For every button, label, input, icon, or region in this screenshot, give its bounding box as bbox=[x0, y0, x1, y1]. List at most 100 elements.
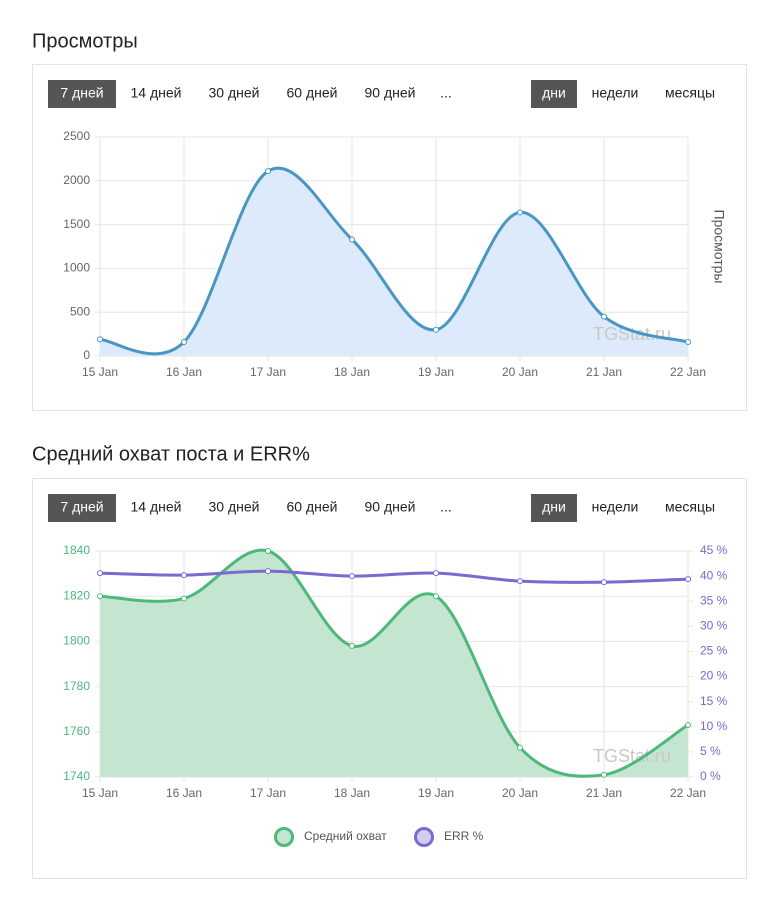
y-tick-label: 500 bbox=[70, 304, 90, 318]
point bbox=[265, 168, 271, 175]
y2-tick-label: 15 % bbox=[700, 694, 728, 708]
line bbox=[99, 548, 689, 778]
x-tick-label: 21 Jan bbox=[586, 786, 622, 800]
period-tab-active-bg bbox=[48, 80, 116, 108]
point bbox=[265, 548, 271, 554]
y-tick-label: 1820 bbox=[63, 588, 90, 602]
chart-panel bbox=[32, 64, 747, 411]
legend-swatch[interactable] bbox=[414, 827, 434, 847]
x-tick-label: 22 Jan bbox=[670, 786, 706, 800]
legend-swatch[interactable] bbox=[274, 827, 294, 847]
period-tab[interactable]: 7 дней bbox=[60, 499, 103, 515]
point bbox=[349, 642, 355, 649]
point bbox=[97, 593, 103, 600]
x-tick-label: 19 Jan bbox=[418, 365, 454, 379]
point bbox=[601, 313, 607, 320]
point bbox=[517, 744, 523, 751]
y2-tick-label: 10 % bbox=[700, 719, 728, 733]
y-tick-label: 1800 bbox=[63, 634, 90, 648]
x-tick-label: 15 Jan bbox=[82, 365, 118, 379]
y-axis-label: Просмотры bbox=[711, 210, 727, 284]
unit-tab[interactable]: дни bbox=[542, 85, 566, 101]
unit-tab-active-bg bbox=[531, 494, 577, 522]
point bbox=[181, 595, 187, 602]
x-tick-label: 17 Jan bbox=[250, 786, 286, 800]
unit-tab[interactable]: дни bbox=[542, 499, 566, 515]
point bbox=[433, 593, 439, 600]
period-tab-active-bg bbox=[48, 494, 116, 522]
section-heading: Средний охват поста и ERR% bbox=[32, 443, 310, 465]
y2-tick-label: 40 % bbox=[700, 568, 728, 582]
period-tab[interactable]: 30 дней bbox=[209, 85, 260, 101]
y-tick-label: 1000 bbox=[63, 261, 90, 275]
x-tick-label: 22 Jan bbox=[670, 365, 706, 379]
period-tab[interactable]: ... bbox=[440, 85, 452, 101]
point bbox=[685, 722, 691, 729]
legend-label[interactable]: Средний охват bbox=[304, 829, 387, 843]
point bbox=[601, 579, 607, 586]
point bbox=[181, 338, 187, 345]
y2-tick-label: 20 % bbox=[700, 669, 728, 683]
period-tab[interactable]: 7 дней bbox=[60, 85, 103, 101]
y-tick-label: 0 bbox=[83, 348, 90, 362]
x-tick-label: 16 Jan bbox=[166, 365, 202, 379]
x-tick-label: 21 Jan bbox=[586, 365, 622, 379]
point bbox=[601, 771, 607, 778]
y2-tick-label: 25 % bbox=[700, 644, 728, 658]
area bbox=[100, 168, 688, 356]
period-tab[interactable]: 90 дней bbox=[365, 499, 416, 515]
point bbox=[97, 570, 103, 577]
point bbox=[517, 578, 523, 585]
y-tick-label: 2500 bbox=[63, 129, 90, 143]
x-tick-label: 18 Jan bbox=[334, 786, 370, 800]
x-tick-label: 16 Jan bbox=[166, 786, 202, 800]
x-tick-label: 15 Jan bbox=[82, 786, 118, 800]
y2-tick-label: 35 % bbox=[700, 593, 728, 607]
point bbox=[433, 570, 439, 577]
legend-label[interactable]: ERR % bbox=[444, 829, 484, 843]
y-tick-label: 1780 bbox=[63, 679, 90, 693]
point bbox=[97, 336, 103, 343]
x-tick-label: 20 Jan bbox=[502, 786, 538, 800]
period-tab[interactable]: 14 дней bbox=[131, 85, 182, 101]
y-tick-label: 2000 bbox=[63, 173, 90, 187]
point bbox=[685, 338, 691, 345]
unit-tab[interactable]: месяцы bbox=[665, 499, 715, 515]
x-tick-label: 17 Jan bbox=[250, 365, 286, 379]
unit-tab[interactable]: месяцы bbox=[665, 85, 715, 101]
point bbox=[349, 236, 355, 243]
y-tick-label: 1760 bbox=[63, 724, 90, 738]
period-tab[interactable]: ... bbox=[440, 499, 452, 515]
period-tab[interactable]: 14 дней bbox=[131, 499, 182, 515]
point bbox=[265, 568, 271, 575]
watermark: TGStat.ru bbox=[593, 324, 671, 344]
section-heading: Просмотры bbox=[32, 30, 138, 52]
point bbox=[433, 326, 439, 333]
point bbox=[349, 573, 355, 580]
line bbox=[99, 166, 689, 356]
line bbox=[99, 569, 689, 584]
point bbox=[181, 572, 187, 579]
y2-tick-label: 30 % bbox=[700, 619, 728, 633]
y2-tick-label: 0 % bbox=[700, 769, 721, 783]
point bbox=[685, 576, 691, 583]
period-tab[interactable]: 30 дней bbox=[209, 499, 260, 515]
period-tab[interactable]: 90 дней bbox=[365, 85, 416, 101]
x-tick-label: 19 Jan bbox=[418, 786, 454, 800]
unit-tab-active-bg bbox=[531, 80, 577, 108]
y-tick-label: 1500 bbox=[63, 217, 90, 231]
area bbox=[100, 550, 688, 777]
period-tab[interactable]: 60 дней bbox=[287, 499, 338, 515]
y2-tick-label: 45 % bbox=[700, 543, 728, 557]
unit-tab[interactable]: недели bbox=[592, 499, 639, 515]
y2-tick-label: 5 % bbox=[700, 744, 721, 758]
y-tick-label: 1740 bbox=[63, 769, 90, 783]
x-tick-label: 20 Jan bbox=[502, 365, 538, 379]
x-tick-label: 18 Jan bbox=[334, 365, 370, 379]
point bbox=[517, 209, 523, 216]
y-tick-label: 1840 bbox=[63, 543, 90, 557]
period-tab[interactable]: 60 дней bbox=[287, 85, 338, 101]
unit-tab[interactable]: недели bbox=[592, 85, 639, 101]
